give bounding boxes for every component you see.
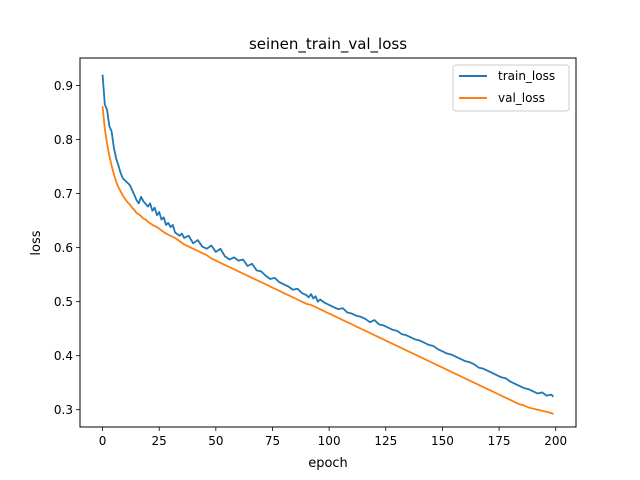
y-tick-label: 0.3	[54, 403, 73, 417]
series-line-val-loss	[101, 105, 554, 415]
y-tick-label: 0.8	[54, 133, 73, 147]
plot-lines	[101, 74, 555, 415]
plot-frame	[79, 57, 577, 428]
chart-title: seinen_train_val_loss	[249, 35, 407, 54]
x-tick-label: 175	[488, 434, 511, 448]
x-tick-label: 200	[544, 434, 567, 448]
x-tick-label: 75	[265, 434, 280, 448]
y-tick-label: 0.5	[54, 295, 73, 309]
x-tick-label: 150	[431, 434, 454, 448]
x-tick-label: 50	[208, 434, 223, 448]
legend-label-val-loss: val_loss	[498, 91, 545, 105]
y-tick-label: 0.4	[54, 349, 73, 363]
x-tick-label: 100	[318, 434, 341, 448]
y-tick-label: 0.7	[54, 187, 73, 201]
x-axis-label: epoch	[308, 456, 348, 471]
legend: train_loss val_loss	[452, 64, 570, 112]
legend-label-train-loss: train_loss	[498, 69, 555, 83]
x-tick-label: 125	[374, 434, 397, 448]
x-axis-ticks: 0 25 50 75 100 125 150 175 200	[99, 427, 567, 448]
y-axis-ticks: 0.3 0.4 0.5 0.6 0.7 0.8 0.9	[54, 79, 80, 417]
y-tick-label: 0.6	[54, 241, 73, 255]
y-tick-label: 0.9	[54, 79, 73, 93]
x-tick-label: 25	[152, 434, 167, 448]
series-line-train-loss	[101, 74, 555, 398]
y-axis-label: loss	[29, 230, 44, 255]
x-tick-label: 0	[99, 434, 107, 448]
